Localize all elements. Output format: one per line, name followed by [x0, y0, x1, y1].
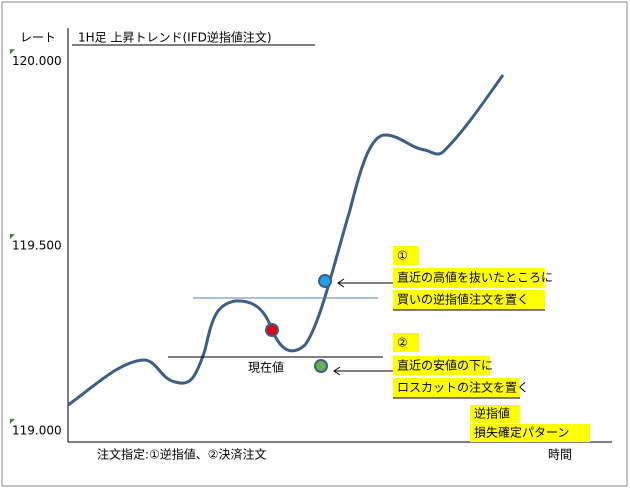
- current-price-label: 現在値: [248, 360, 284, 375]
- tick-marker: [10, 234, 15, 240]
- pattern-text: 逆指値: [474, 406, 510, 421]
- price-curve: [67, 74, 505, 407]
- y-tick-label: 120.000: [12, 54, 62, 68]
- note-number: ①: [397, 249, 408, 263]
- x-axis-label: 時間: [548, 448, 572, 462]
- entry-point: [318, 274, 332, 288]
- tick-marker: [10, 418, 15, 424]
- tick-marker: [10, 49, 15, 55]
- note-text: ロスカットの注文を置く: [397, 380, 529, 395]
- y-tick-label: 119.500: [12, 239, 62, 253]
- note-number: ②: [397, 336, 408, 350]
- frame: [1, 1, 628, 487]
- note-underlines: [393, 309, 545, 399]
- footer: 注文指定:①逆指値、②決済注文: [97, 447, 267, 462]
- title: 1H足 上昇トレンド(IFD逆指値注文): [78, 30, 272, 45]
- note-text: 直近の高値を抜いたところに: [397, 270, 553, 285]
- note-text: 買いの逆指値注文を置く: [397, 292, 529, 307]
- stop-point: [314, 359, 328, 373]
- note-boxes: [393, 246, 590, 442]
- note-text: 直近の安値の下に: [397, 358, 493, 373]
- y-axis-label: レート: [20, 31, 56, 45]
- y-tick-label: 119.000: [12, 423, 62, 437]
- current-point: [265, 323, 279, 337]
- pattern-text: 損失確定パターン: [474, 425, 569, 440]
- arrows: [333, 278, 395, 376]
